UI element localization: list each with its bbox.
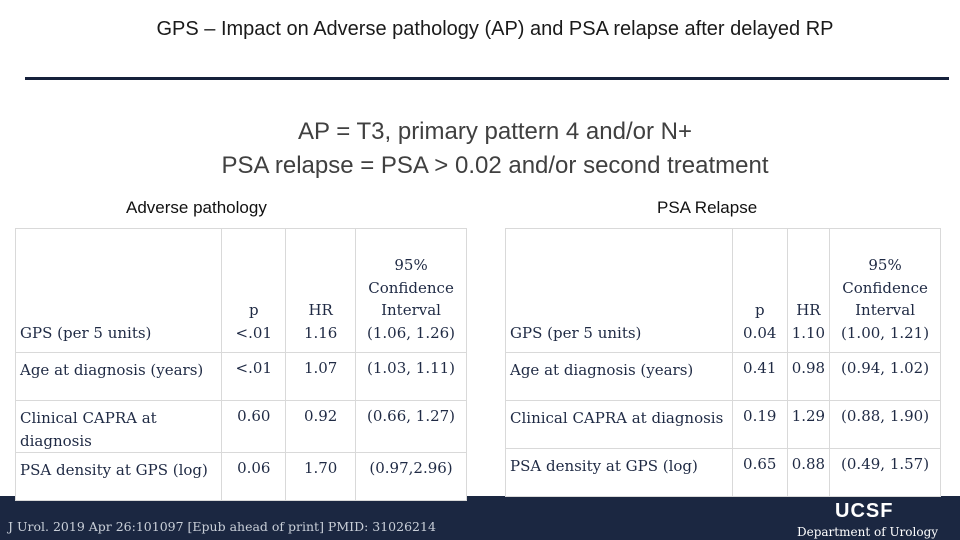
adverse-pathology-label: Adverse pathology [126, 198, 267, 217]
psa-relapse-table: GPS (per 5 units) p 0.04 HR 1.10 95% Confid… [505, 228, 941, 497]
hr-value-cell: 0.88 [786, 448, 831, 497]
p-value-cell: 0.19 [731, 400, 788, 449]
row-name-cell: GPS (per 5 units) [505, 228, 733, 353]
p-value-cell: 0.41 [731, 352, 788, 401]
table-row: Age at diagnosis (years) 0.41 0.98 (0.94… [505, 352, 941, 401]
row-name-cell: Age at diagnosis (years) [505, 352, 733, 401]
table-row: Clinical CAPRA at diagnosis 0.60 0.92 (0… [14, 400, 467, 453]
slide-title: GPS – Impact on Adverse pathology (AP) a… [156, 18, 834, 40]
table-row: PSA density at GPS (log) 0.06 1.70 (0.97… [14, 452, 467, 501]
ci-value-cell: (1.03, 1.11) [355, 352, 467, 401]
ci-value-cell: (0.94, 1.02) [829, 352, 941, 401]
p-value-cell: 0.65 [731, 448, 788, 497]
row-name-cell: Age at diagnosis (years) [14, 352, 223, 401]
hr-value-cell: 1.29 [786, 400, 831, 449]
p-value-cell: <.01 [221, 352, 287, 401]
table-row: Clinical CAPRA at diagnosis 0.19 1.29 (0… [505, 400, 941, 449]
department-label: Department of Urology [797, 525, 939, 539]
hr-value-cell: 1.70 [285, 452, 357, 501]
hr-column-header: HR 1.10 [786, 228, 831, 353]
row-name-cell: GPS (per 5 units) [14, 228, 223, 353]
ci-value-cell: (0.88, 1.90) [829, 400, 941, 449]
hr-value-cell: 1.07 [285, 352, 357, 401]
ci-column-header: 95% Confidence Interval (1.06, 1.26) [355, 228, 467, 353]
table-row: Age at diagnosis (years) <.01 1.07 (1.03… [14, 352, 467, 401]
ci-value-cell: (0.66, 1.27) [355, 400, 467, 453]
row-name-cell: PSA density at GPS (log) [505, 448, 733, 497]
title-divider [25, 77, 949, 80]
footer-band [0, 496, 960, 540]
citation: J Urol. 2019 Apr 26:101097 [Epub ahead o… [8, 519, 436, 534]
p-value-cell: 0.60 [221, 400, 287, 453]
table-row: PSA density at GPS (log) 0.65 0.88 (0.49… [505, 448, 941, 497]
ap-definition: AP = T3, primary pattern 4 and/or N+ [298, 118, 692, 145]
psa-relapse-label: PSA Relapse [657, 198, 758, 217]
p-value-cell: 0.06 [221, 452, 287, 501]
row-name-cell: PSA density at GPS (log) [14, 452, 223, 501]
hr-value-cell: 0.92 [285, 400, 357, 453]
table-header-row: GPS (per 5 units) p 0.04 HR 1.10 95% Confid… [505, 228, 941, 353]
psa-relapse-definition: PSA relapse = PSA > 0.02 and/or second t… [221, 152, 769, 179]
ucsf-logo: UCSF [835, 500, 894, 522]
row-name-cell: Clinical CAPRA at diagnosis [505, 400, 733, 449]
p-column-header: p 0.04 [731, 228, 788, 353]
ci-value-cell: (0.97,2.96) [355, 452, 467, 501]
row-name-cell: Clinical CAPRA at diagnosis [14, 400, 223, 453]
table-header-row: GPS (per 5 units) p <.01 HR 1.16 95% Confid… [14, 228, 467, 353]
p-column-header: p <.01 [221, 228, 287, 353]
hr-column-header: HR 1.16 [285, 228, 357, 353]
ci-value-cell: (0.49, 1.57) [829, 448, 941, 497]
hr-value-cell: 0.98 [786, 352, 831, 401]
ci-column-header: 95% Confidence Interval (1.00, 1.21) [829, 228, 941, 353]
adverse-pathology-table: GPS (per 5 units) p <.01 HR 1.16 95% Confid… [14, 228, 467, 501]
